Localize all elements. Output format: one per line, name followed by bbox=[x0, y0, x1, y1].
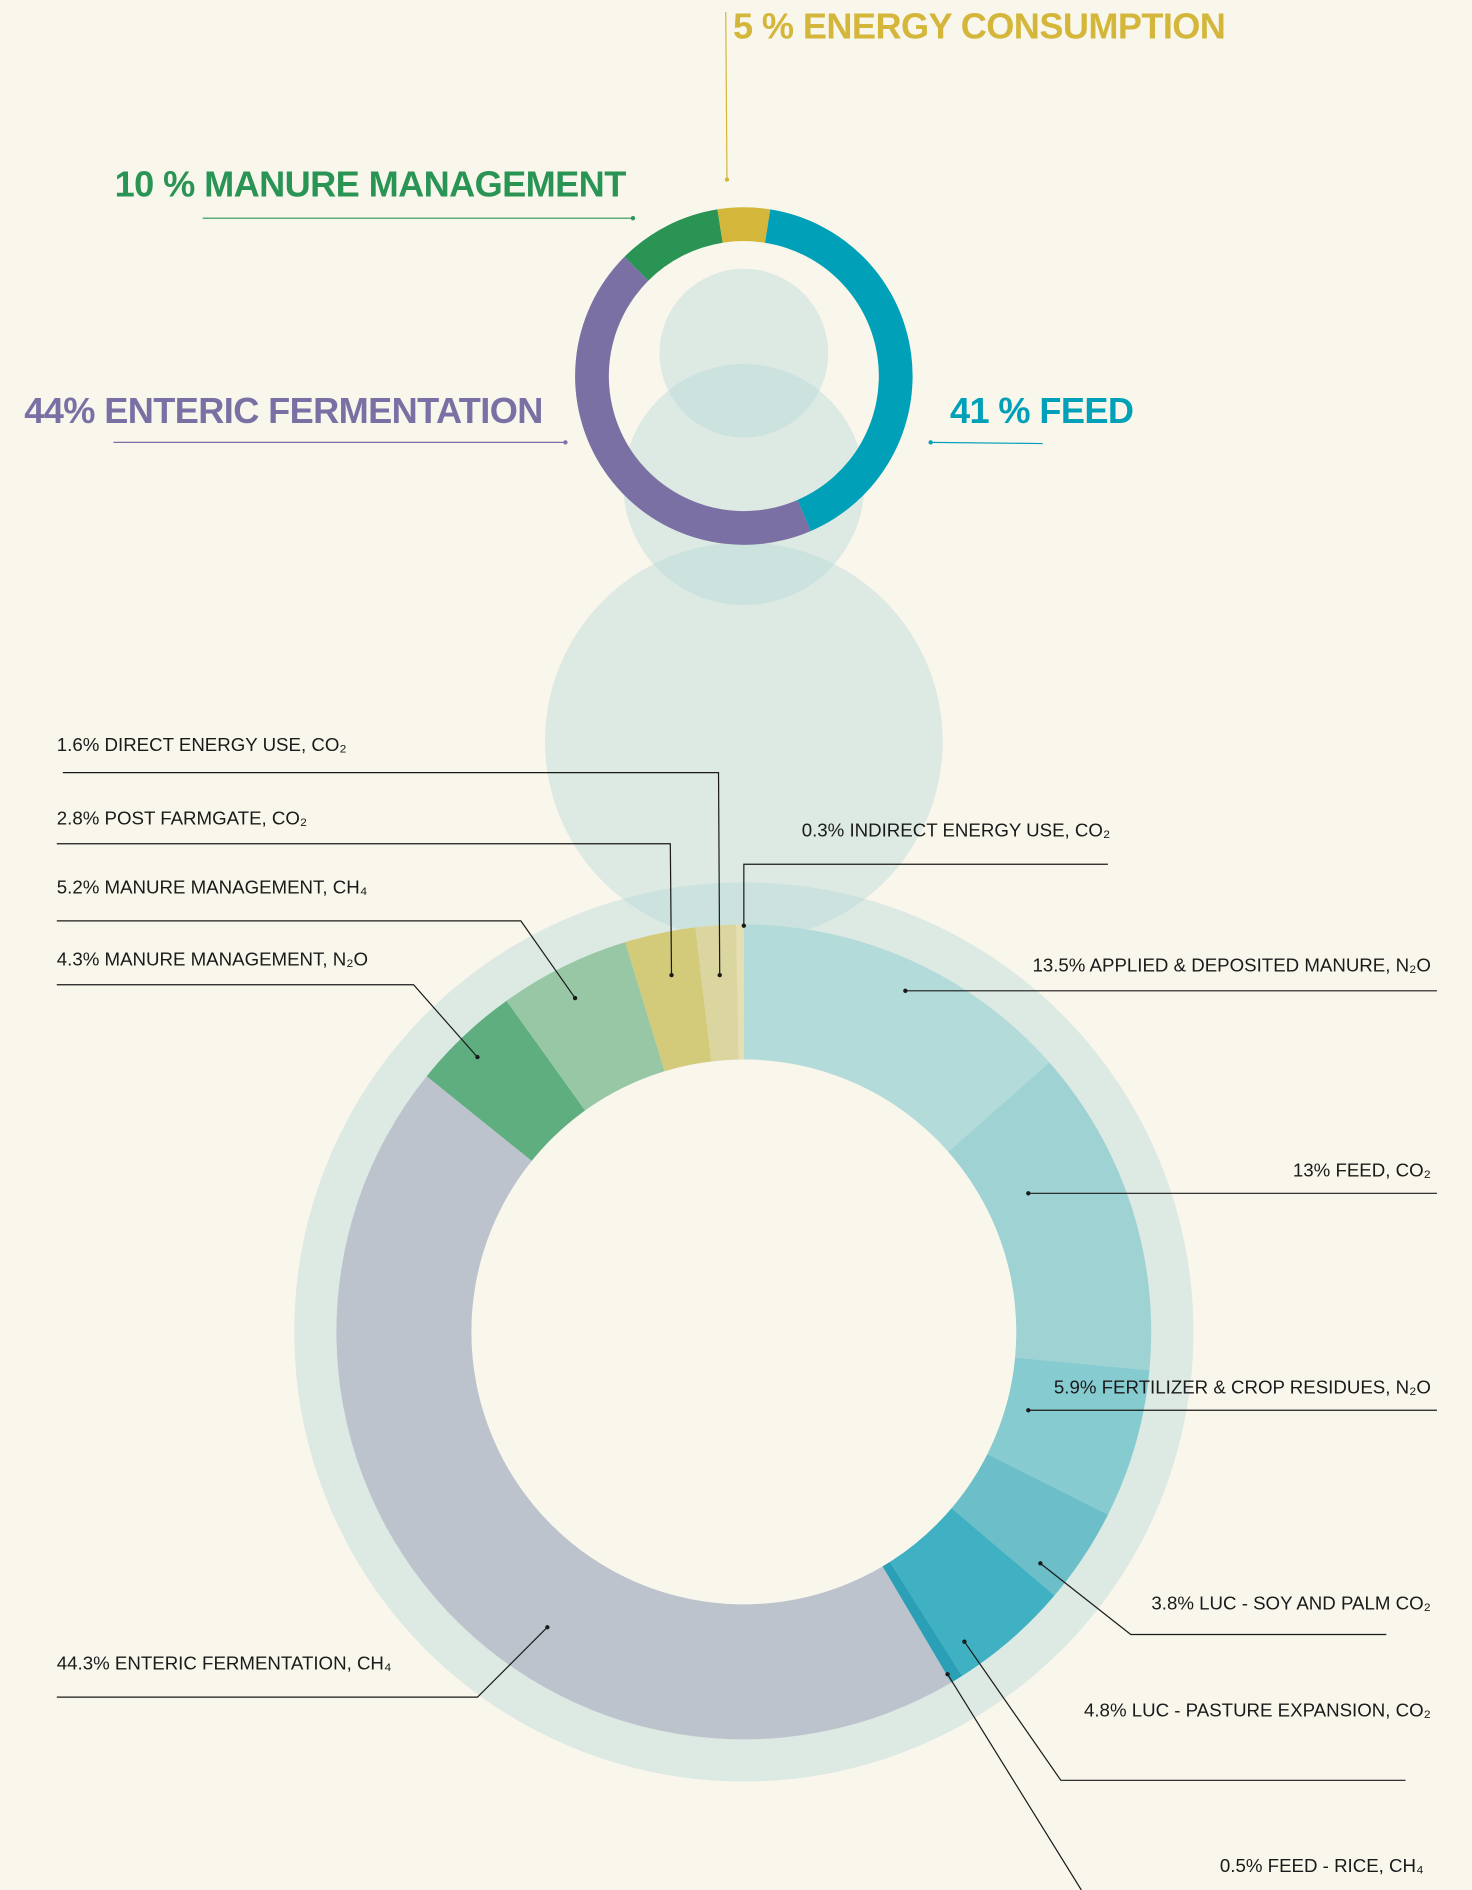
leader-dot bbox=[945, 1672, 950, 1677]
leader-dot bbox=[724, 177, 730, 182]
bubble bbox=[623, 364, 865, 606]
leader-line bbox=[947, 1673, 1082, 1890]
segment-label: 0.5% FEED - RICE, CH₄ bbox=[1220, 1855, 1424, 1876]
leader-dot bbox=[928, 440, 933, 445]
donut-segment bbox=[625, 927, 712, 1072]
donut-segment bbox=[736, 924, 744, 1060]
leader-dot bbox=[475, 1054, 480, 1060]
segment-label: 1.6% DIRECT ENERGY USE, CO₂ bbox=[57, 734, 347, 755]
leader-dot bbox=[545, 1625, 550, 1630]
segment-label: 13.5% APPLIED & DEPOSITED MANURE, N₂O bbox=[1032, 955, 1430, 976]
segment-label: 5.9% FERTILIZER & CROP RESIDUES, N₂O bbox=[1054, 1377, 1431, 1398]
donut-segment bbox=[506, 942, 665, 1111]
segment-label: 44% ENTERIC FERMENTATION bbox=[24, 390, 543, 431]
leader-line bbox=[930, 441, 1043, 445]
leader-line bbox=[725, 12, 728, 180]
donut-segment bbox=[889, 1508, 1055, 1676]
bubble bbox=[659, 268, 829, 438]
segment-label: 4.8% LUC - PASTURE EXPANSION, CO₂ bbox=[1084, 1700, 1431, 1721]
leader-dot bbox=[572, 995, 578, 1001]
segment-label: 3.8% LUC - SOY AND PALM CO₂ bbox=[1151, 1592, 1430, 1613]
donut-segment bbox=[575, 256, 811, 545]
donut-segment bbox=[948, 1062, 1152, 1371]
donut-segment bbox=[764, 209, 913, 531]
segment-label: 0.3% INDIRECT ENERGY USE, CO₂ bbox=[802, 820, 1110, 841]
donut-segment bbox=[336, 1076, 952, 1740]
segment-label: 2.8% POST FARMGATE, CO₂ bbox=[57, 808, 307, 829]
leader-dot bbox=[717, 972, 722, 978]
donut-segment bbox=[717, 207, 771, 243]
leader-line bbox=[963, 1641, 1406, 1781]
leader-dot bbox=[1026, 1408, 1031, 1413]
segment-label: 10 % MANURE MANAGEMENT bbox=[115, 163, 627, 204]
donut-segment bbox=[426, 1000, 586, 1161]
leader-line bbox=[56, 984, 478, 1058]
donut-segment bbox=[882, 1561, 963, 1683]
leader-dot bbox=[563, 440, 568, 445]
leader-line bbox=[1039, 1562, 1387, 1636]
leader-line bbox=[56, 920, 576, 999]
segment-label: 5.2% MANURE MANAGEMENT, CH₄ bbox=[57, 876, 368, 897]
segment-label: 5 % ENERGY CONSUMPTION bbox=[733, 5, 1225, 46]
donut-hole bbox=[471, 1059, 1017, 1605]
donut-segment bbox=[951, 1454, 1108, 1596]
bubble bbox=[544, 542, 943, 941]
segment-label: 44.3% ENTERIC FERMENTATION, CH₄ bbox=[57, 1653, 392, 1674]
leader-line bbox=[56, 843, 673, 976]
donut-segment bbox=[987, 1357, 1150, 1515]
leader-dot bbox=[962, 1639, 967, 1644]
segment-label: 41 % FEED bbox=[950, 390, 1133, 431]
leader-dot bbox=[630, 216, 636, 221]
leader-line bbox=[743, 863, 1108, 926]
leader-dot bbox=[741, 923, 747, 928]
segment-label: 13% FEED, CO₂ bbox=[1293, 1160, 1431, 1181]
leader-dot bbox=[1026, 1191, 1031, 1196]
segment-label: 4.3% MANURE MANAGEMENT, N₂O bbox=[57, 949, 368, 970]
donut-segment bbox=[695, 924, 739, 1062]
leader-line bbox=[62, 772, 721, 976]
leader-dot bbox=[669, 972, 674, 978]
donut-segment bbox=[743, 924, 1050, 1152]
leader-dot bbox=[1038, 1561, 1043, 1566]
leader-dot bbox=[903, 988, 908, 993]
donut-segment bbox=[624, 209, 723, 281]
leader-line bbox=[56, 1626, 548, 1698]
